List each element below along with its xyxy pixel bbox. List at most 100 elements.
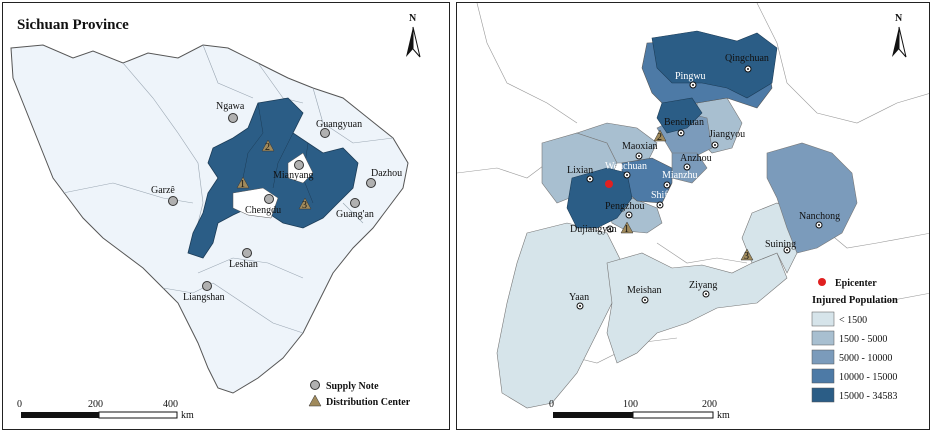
city-suining: Suining — [765, 239, 796, 254]
city-shifang: Shifang — [651, 190, 682, 209]
distribution-center-2: 2 — [261, 139, 275, 153]
city-pingwu: Pingwu — [675, 71, 706, 89]
city-anzhou: Anzhou — [680, 153, 712, 171]
city-marker-chengdu: Chengdu — [245, 194, 281, 216]
svg-text:< 1500: < 1500 — [839, 315, 867, 326]
svg-text:5000 - 10000: 5000 - 10000 — [839, 353, 892, 364]
city-nanchong: Nanchong — [799, 211, 840, 229]
legend-supply-label: Supply Note — [326, 381, 379, 392]
legend-class-5: 15000 - 34583 — [811, 387, 897, 403]
region-qingchuan — [651, 30, 778, 99]
svg-text:Suining: Suining — [765, 239, 796, 250]
city-meishan: Meishan — [627, 285, 661, 304]
svg-text:Jiangyou: Jiangyou — [709, 129, 745, 140]
svg-text:Anzhou: Anzhou — [680, 153, 712, 164]
right-legend: Epicenter Injured Population < 1500 1500… — [811, 278, 898, 403]
city-lixian: Lixian — [567, 165, 594, 183]
city-marker-garze: Garzê — [151, 185, 178, 206]
north-arrow-icon: N — [406, 13, 421, 58]
svg-text:Benchuan: Benchuan — [664, 117, 704, 128]
svg-text:km: km — [181, 410, 194, 421]
svg-text:Lixian: Lixian — [567, 165, 593, 176]
svg-text:Guangyuan: Guangyuan — [316, 119, 362, 130]
legend-class-4: 10000 - 15000 — [811, 368, 897, 384]
background-boundaries — [457, 3, 929, 364]
right-distribution-centers: 2 1 3 — [620, 129, 754, 262]
city-marker-guangyuan: Guangyuan — [316, 119, 362, 138]
svg-text:10000 - 15000: 10000 - 15000 — [839, 372, 897, 383]
svg-text:0: 0 — [549, 399, 554, 410]
legend-class-1: < 1500 — [811, 311, 867, 327]
city-dujiangyan: Dujiangyan — [570, 224, 617, 235]
svg-text:km: km — [717, 410, 730, 421]
svg-text:Leshan: Leshan — [229, 259, 258, 270]
city-wenchuan: Wenchuan — [605, 161, 647, 179]
svg-text:Shifang: Shifang — [651, 190, 682, 201]
region-wenchuan — [566, 167, 633, 229]
svg-text:N: N — [895, 13, 903, 24]
svg-text:Qingchuan: Qingchuan — [725, 53, 769, 64]
city-maoxian: Maoxian — [622, 141, 658, 160]
distribution-center-3: 3 — [298, 197, 312, 211]
svg-text:1: 1 — [624, 224, 629, 235]
city-marker-guangan: Guang'an — [336, 198, 374, 220]
distribution-center-1: 1 — [620, 221, 634, 235]
svg-text:Maoxian: Maoxian — [622, 141, 658, 152]
right-city-markers: Qingchuan Pingwu Benchuan Jiangyou Maoxi… — [567, 53, 840, 310]
distribution-center-2: 2 — [653, 129, 667, 143]
city-benchuan: Benchuan — [664, 117, 704, 137]
svg-text:Wenchuan: Wenchuan — [605, 161, 647, 172]
city-marker-leshan: Leshan — [229, 248, 258, 270]
distribution-center-1: 1 — [236, 176, 250, 190]
city-jiangyou: Jiangyou — [709, 129, 745, 149]
region-meishan-ziyang — [606, 252, 788, 364]
supply-nodes: Ngawa Guangyuan Mianyang Dazhou Garzê Ch… — [151, 101, 402, 303]
svg-text:Ngawa: Ngawa — [216, 101, 245, 112]
svg-text:3: 3 — [302, 200, 307, 211]
svg-text:Meishan: Meishan — [627, 285, 661, 296]
legend-title: Injured Population — [812, 295, 898, 306]
legend-class-3: 5000 - 10000 — [811, 349, 892, 365]
svg-text:Mianyang: Mianyang — [273, 170, 314, 181]
svg-text:Yaan: Yaan — [569, 292, 589, 303]
svg-text:200: 200 — [702, 399, 717, 410]
distribution-centers: 1 2 3 — [236, 139, 312, 211]
left-legend: Supply Note Distribution Center — [308, 380, 411, 408]
svg-text:N: N — [409, 13, 417, 24]
svg-text:Ziyang: Ziyang — [689, 280, 717, 291]
svg-text:2: 2 — [265, 142, 270, 153]
svg-text:1500 - 5000: 1500 - 5000 — [839, 334, 887, 345]
left-map-svg: Sichuan Province N Ngawa Guangyuan Miany… — [10, 13, 421, 421]
svg-text:2: 2 — [657, 132, 662, 143]
distribution-center-3: 3 — [740, 248, 754, 262]
city-yaan: Yaan — [569, 292, 589, 310]
city-marker-dazhou: Dazhou — [366, 168, 402, 188]
svg-text:Pingwu: Pingwu — [675, 71, 706, 82]
city-qingchuan: Qingchuan — [725, 53, 769, 73]
map-title: Sichuan Province — [17, 17, 129, 33]
svg-text:Liangshan: Liangshan — [183, 292, 225, 303]
north-arrow-icon: N — [892, 13, 907, 58]
region-nanchong — [766, 142, 858, 254]
legend-class-2: 1500 - 5000 — [811, 330, 887, 346]
svg-text:Dujiangyan: Dujiangyan — [570, 224, 617, 235]
city-ziyang: Ziyang — [689, 280, 717, 298]
svg-text:Garzê: Garzê — [151, 185, 175, 196]
svg-text:Mianzhu: Mianzhu — [662, 170, 698, 181]
region-beichuan — [656, 97, 703, 134]
svg-text:0: 0 — [17, 399, 22, 410]
legend-distribution-label: Distribution Center — [326, 397, 411, 408]
city-mianzhu: Mianzhu — [662, 170, 698, 189]
city-marker-mianyang: Mianyang — [273, 160, 314, 181]
right-scale-bar: 0 100 200 km — [549, 399, 730, 421]
sichuan-province-map: Sichuan Province N Ngawa Guangyuan Miany… — [2, 2, 450, 430]
city-marker-liangshan: Liangshan — [183, 281, 225, 303]
svg-text:Guang'an: Guang'an — [336, 209, 374, 220]
svg-text:15000 - 34583: 15000 - 34583 — [839, 391, 897, 402]
svg-text:3: 3 — [744, 251, 749, 262]
svg-text:Nanchong: Nanchong — [799, 211, 840, 222]
right-map-svg: Qingchuan Pingwu Benchuan Jiangyou Maoxi… — [457, 3, 929, 421]
region-maoxian — [576, 122, 658, 164]
region-yaan — [496, 222, 623, 409]
city-marker-ngawa: Ngawa — [216, 101, 245, 123]
